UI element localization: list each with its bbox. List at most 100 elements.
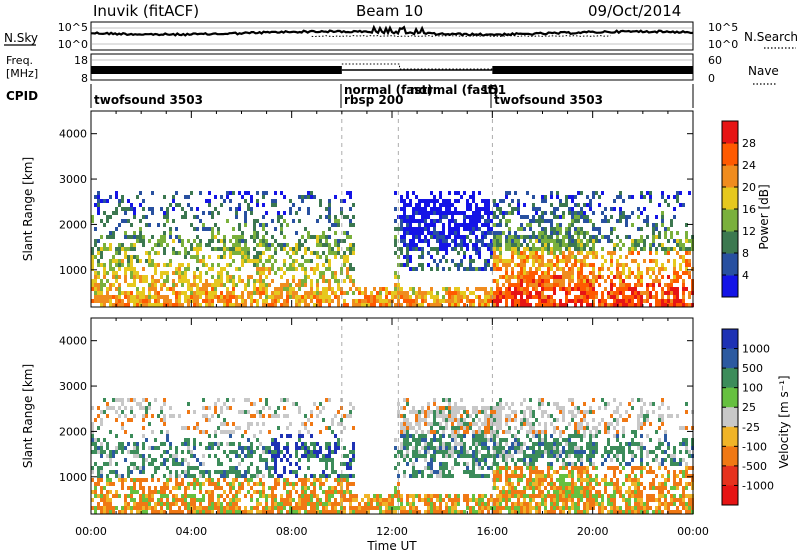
heatmap-cell <box>169 259 172 263</box>
heatmap-cell <box>406 454 409 458</box>
heatmap-cell <box>349 247 352 251</box>
heatmap-cell <box>586 303 589 307</box>
heatmap-cell <box>466 243 469 247</box>
heatmap-cell <box>265 458 268 462</box>
heatmap-cell <box>439 231 442 235</box>
heatmap-cell <box>421 470 424 474</box>
heatmap-cell <box>322 474 325 478</box>
heatmap-cell <box>508 219 511 223</box>
heatmap-cell <box>487 466 490 470</box>
heatmap-cell <box>445 474 448 478</box>
heatmap-cell <box>163 402 166 406</box>
heatmap-cell <box>286 490 289 494</box>
heatmap-cell <box>253 223 256 227</box>
heatmap-cell <box>133 267 136 271</box>
heatmap-cell <box>406 215 409 219</box>
heatmap-cell <box>412 450 415 454</box>
heatmap-cell <box>178 271 181 275</box>
heatmap-cell <box>451 303 454 307</box>
heatmap-cell <box>439 446 442 450</box>
heatmap-cell <box>280 506 283 510</box>
heatmap-cell <box>559 450 562 454</box>
heatmap-cell <box>487 498 490 502</box>
heatmap-cell <box>214 195 217 199</box>
heatmap-cell <box>532 450 535 454</box>
heatmap-cell <box>583 203 586 207</box>
heatmap-cell <box>328 510 331 514</box>
heatmap-cell <box>427 498 430 502</box>
heatmap-cell <box>106 490 109 494</box>
heatmap-cell <box>106 494 109 498</box>
heatmap-cell <box>553 494 556 498</box>
heatmap-cell <box>421 438 424 442</box>
heatmap-cell <box>472 227 475 231</box>
heatmap-cell <box>190 454 193 458</box>
heatmap-cell <box>646 219 649 223</box>
heatmap-cell <box>136 239 139 243</box>
heatmap-cell <box>253 279 256 283</box>
heatmap-cell <box>223 199 226 203</box>
heatmap-cell <box>190 207 193 211</box>
heatmap-cell <box>490 426 493 430</box>
heatmap-cell <box>490 231 493 235</box>
heatmap-cell <box>271 454 274 458</box>
heatmap-cell <box>235 474 238 478</box>
heatmap-cell <box>550 247 553 251</box>
heatmap-cell <box>196 247 199 251</box>
heatmap-cell <box>313 450 316 454</box>
heatmap-cell <box>163 263 166 267</box>
heatmap-cell <box>499 211 502 215</box>
heatmap-cell <box>181 450 184 454</box>
heatmap-cell <box>547 271 550 275</box>
heatmap-cell <box>232 251 235 255</box>
heatmap-cell <box>634 303 637 307</box>
heatmap-cell <box>250 422 253 426</box>
heatmap-cell <box>571 207 574 211</box>
heatmap-cell <box>184 295 187 299</box>
heatmap-cell <box>184 275 187 279</box>
heatmap-cell <box>301 442 304 446</box>
heatmap-cell <box>97 295 100 299</box>
heatmap-cell <box>268 259 271 263</box>
heatmap-cell <box>289 506 292 510</box>
heatmap-cell <box>511 506 514 510</box>
heatmap-cell <box>340 267 343 271</box>
heatmap-cell <box>628 267 631 271</box>
heatmap-cell <box>688 271 691 275</box>
heatmap-cell <box>583 215 586 219</box>
heatmap-cell <box>118 303 121 307</box>
heatmap-cell <box>163 251 166 255</box>
heatmap-cell <box>244 410 247 414</box>
heatmap-cell <box>589 279 592 283</box>
heatmap-cell <box>424 295 427 299</box>
heatmap-cell <box>568 243 571 247</box>
heatmap-cell <box>544 239 547 243</box>
heatmap-cell <box>475 430 478 434</box>
heatmap-cell <box>580 215 583 219</box>
heatmap-cell <box>526 215 529 219</box>
heatmap-cell <box>160 462 163 466</box>
heatmap-cell <box>496 426 499 430</box>
heatmap-cell <box>577 235 580 239</box>
heatmap-cell <box>493 303 496 307</box>
heatmap-cell <box>403 207 406 211</box>
heatmap-cell <box>427 239 430 243</box>
heatmap-cell <box>328 458 331 462</box>
heatmap-cell <box>511 474 514 478</box>
heatmap-cell <box>457 430 460 434</box>
heatmap-cell <box>664 303 667 307</box>
heatmap-cell <box>103 303 106 307</box>
heatmap-cell <box>448 295 451 299</box>
heatmap-cell <box>523 502 526 506</box>
heatmap-cell <box>133 442 136 446</box>
heatmap-cell <box>448 203 451 207</box>
heatmap-cell <box>250 259 253 263</box>
heatmap-cell <box>430 438 433 442</box>
heatmap-cell <box>217 227 220 231</box>
heatmap-cell <box>646 287 649 291</box>
heatmap-cell <box>328 490 331 494</box>
heatmap-cell <box>97 438 100 442</box>
heatmap-cell <box>421 418 424 422</box>
heatmap-cell <box>319 430 322 434</box>
heatmap-cell <box>130 506 133 510</box>
